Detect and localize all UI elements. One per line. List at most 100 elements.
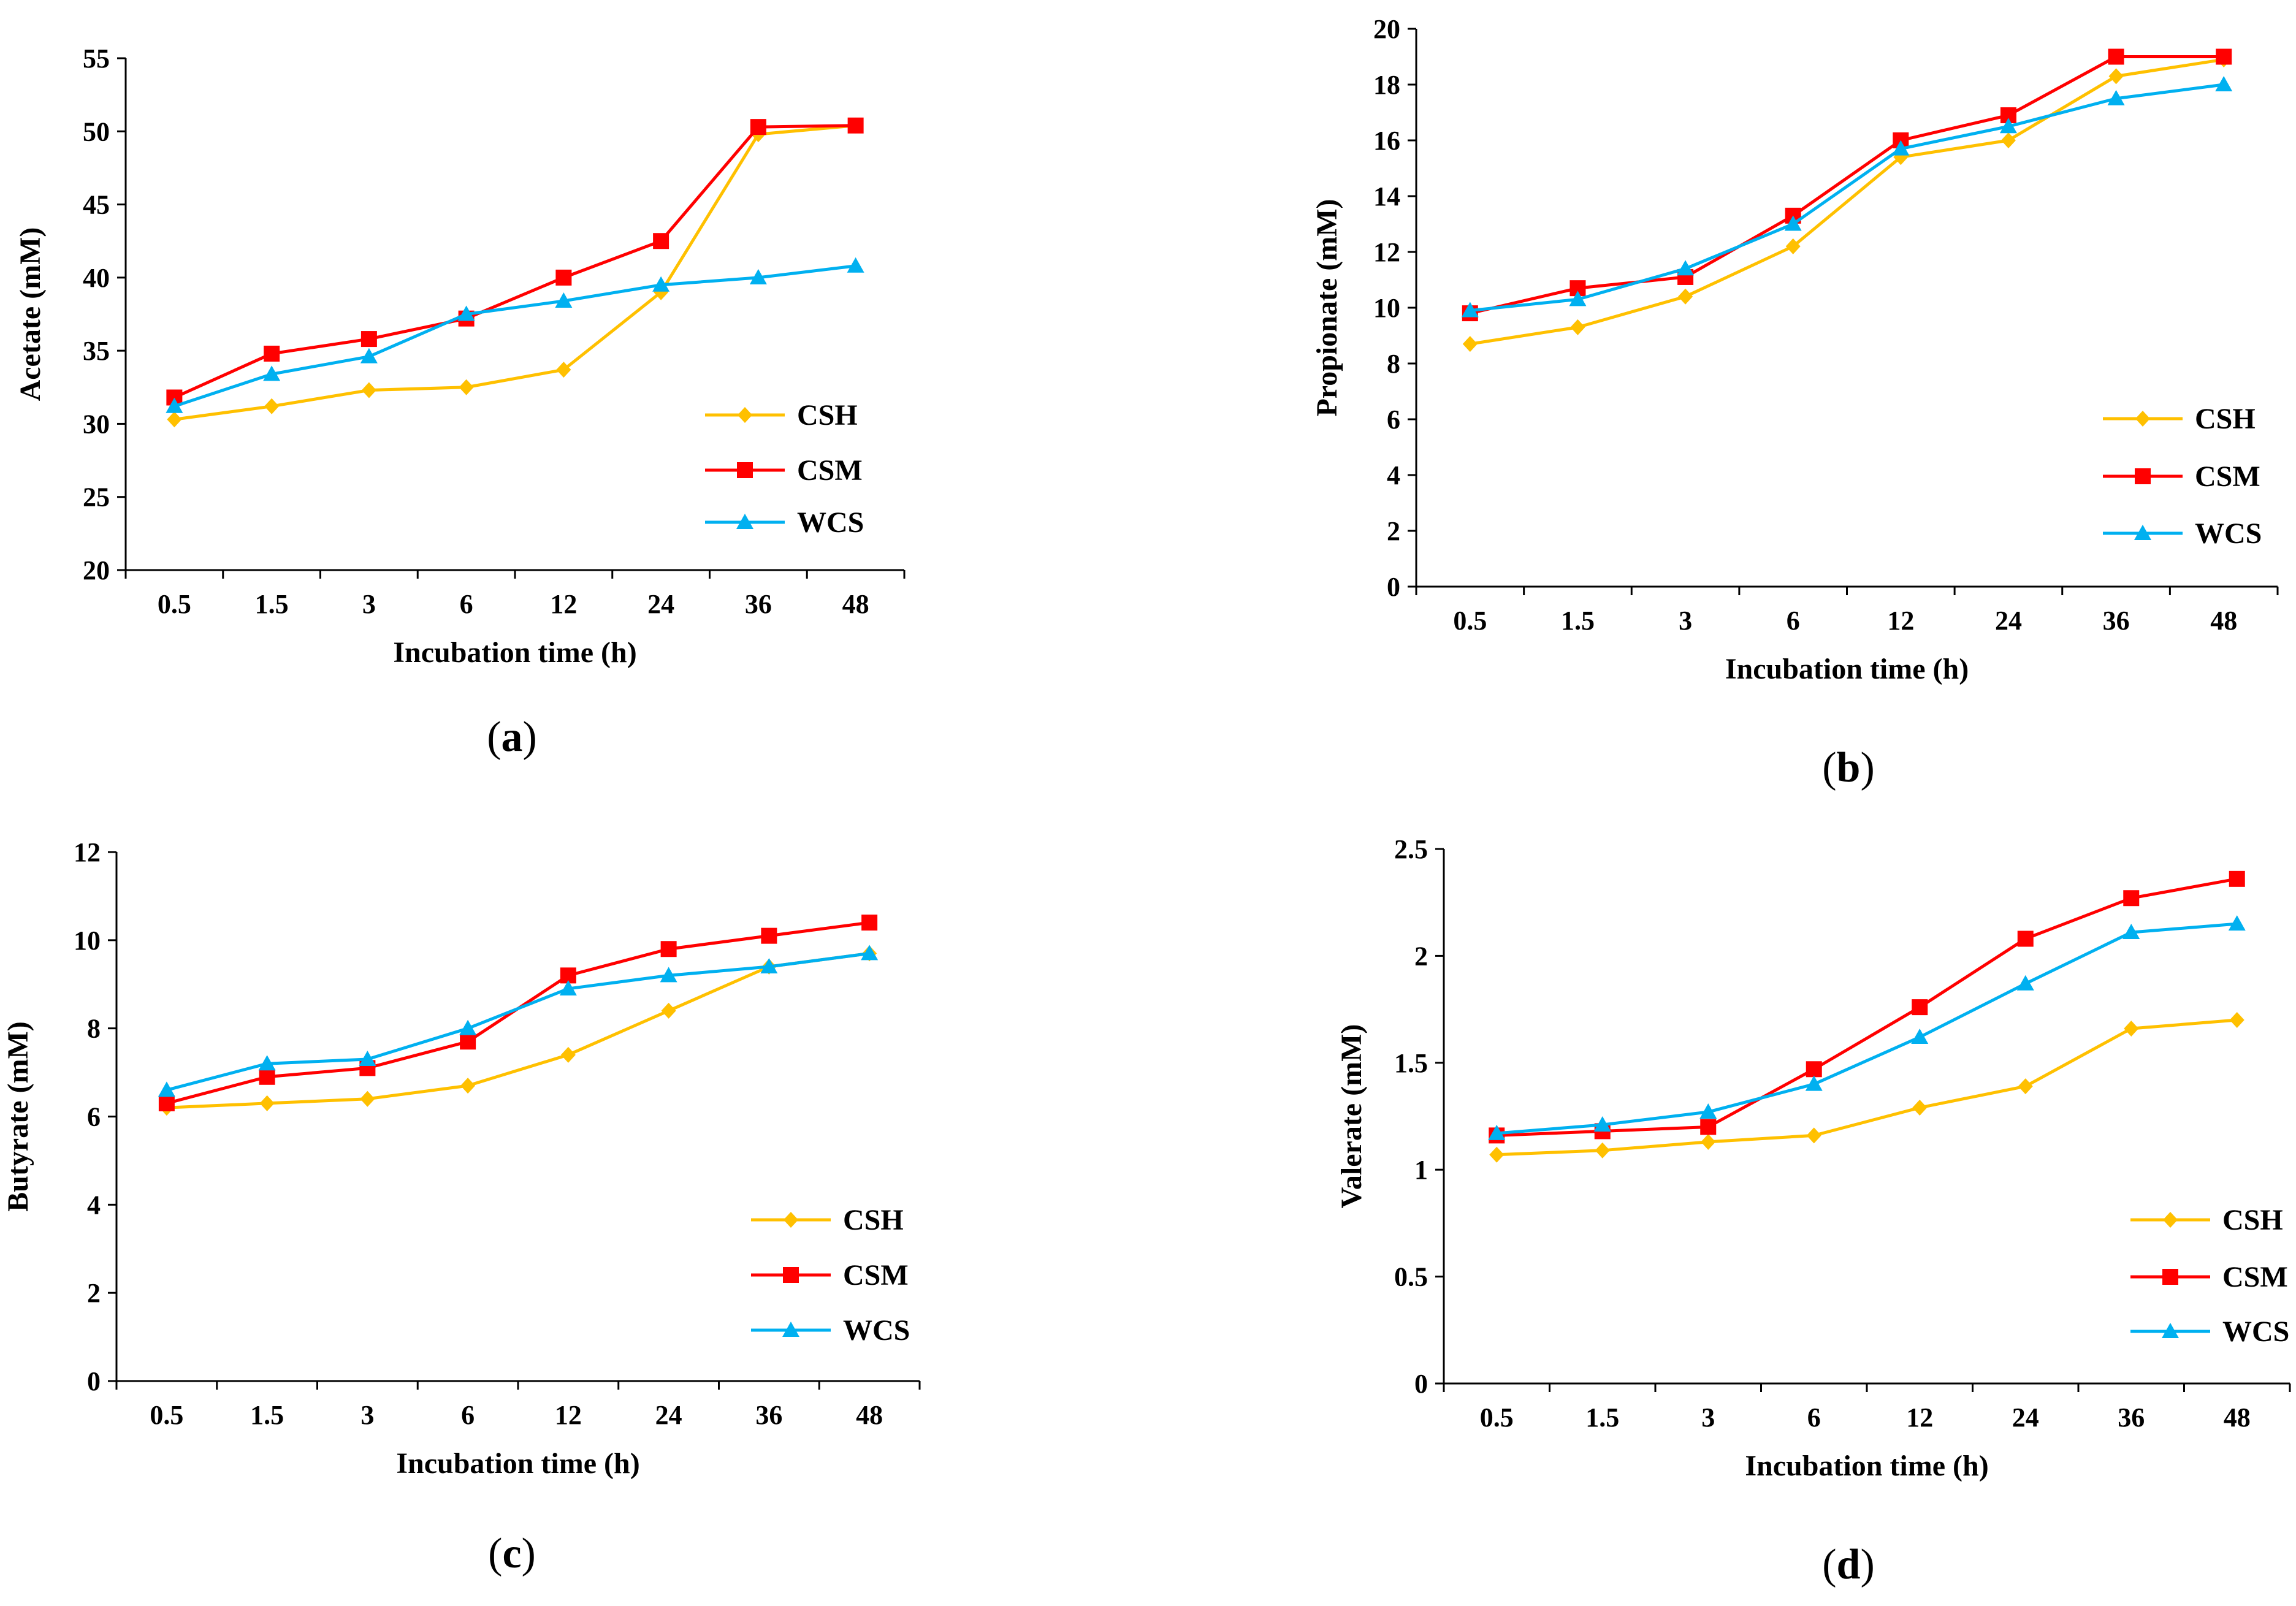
x-axis-title: Incubation time (h) (393, 636, 636, 669)
y-tick-label: 2 (1387, 516, 1400, 546)
data-point-csm (264, 345, 280, 362)
legend-label: CSM (2222, 1261, 2288, 1293)
y-tick-label: 0 (1387, 572, 1400, 602)
y-tick-label: 8 (1387, 349, 1400, 379)
data-point-csh (1912, 1100, 1928, 1116)
data-point-wcs (760, 957, 778, 973)
data-point-csh (460, 1078, 476, 1094)
data-point-wcs (359, 1051, 376, 1067)
y-tick-label: 16 (1373, 126, 1400, 156)
x-tick-label: 36 (745, 589, 772, 619)
data-point-csm (2229, 870, 2245, 887)
data-point-csm (847, 117, 864, 134)
x-axis-title: Incubation time (h) (1725, 653, 1969, 685)
y-tick-label: 18 (1373, 70, 1400, 100)
y-tick-label: 0 (87, 1366, 101, 1396)
legend-item-wcs: WCS (705, 506, 864, 539)
data-point-csm (2216, 48, 2232, 65)
legend-label: WCS (797, 506, 864, 539)
legend-marker (737, 462, 753, 478)
y-tick-label: 10 (74, 926, 101, 956)
data-point-csh (2229, 1012, 2245, 1029)
x-tick-label: 48 (2210, 606, 2237, 636)
data-point-csm (761, 927, 777, 944)
data-point-csm (2017, 930, 2034, 947)
data-point-csh (1595, 1142, 1610, 1159)
x-tick-label: 1.5 (1561, 606, 1595, 636)
data-point-csh (361, 382, 376, 398)
series-line-wcs (1470, 83, 2224, 313)
data-point-wcs (1569, 291, 1587, 306)
data-point-wcs (2228, 915, 2246, 931)
data-point-csh (560, 1046, 576, 1063)
data-point-csh (360, 1090, 375, 1107)
data-point-csh (1785, 238, 1801, 254)
x-tick-label: 3 (360, 1400, 374, 1430)
y-tick-label: 1 (1414, 1155, 1428, 1185)
legend-marker (738, 407, 752, 423)
series-wcs (1488, 915, 2246, 1140)
data-point-csm (360, 331, 377, 348)
data-point-wcs (1784, 215, 1802, 231)
data-point-csh (259, 1095, 275, 1111)
series-line-csh (1497, 1018, 2237, 1157)
series-wcs (158, 945, 879, 1097)
legend-label: WCS (843, 1314, 910, 1347)
y-axis-title: Propionate (mM) (1311, 199, 1343, 416)
x-tick-label: 6 (1807, 1402, 1821, 1433)
x-tick-label: 3 (362, 589, 376, 619)
data-point-wcs (158, 1081, 175, 1097)
x-tick-label: 24 (2012, 1402, 2039, 1433)
x-tick-label: 1.5 (1585, 1402, 1619, 1433)
data-point-csm (653, 233, 669, 249)
data-point-wcs (559, 980, 577, 995)
data-point-csm (1700, 1119, 1717, 1135)
series-csh (1462, 51, 2232, 352)
series-line-csm (174, 124, 856, 399)
x-tick-label: 12 (550, 589, 577, 619)
legend-item-csh: CSH (751, 1204, 904, 1236)
legend-item-wcs: WCS (751, 1314, 910, 1347)
data-point-wcs (749, 268, 767, 284)
data-point-csm (750, 119, 766, 135)
data-point-csh (661, 1002, 676, 1019)
y-tick-label: 6 (87, 1102, 101, 1132)
legend-item-wcs: WCS (2103, 517, 2262, 550)
data-point-csh (2018, 1078, 2033, 1095)
y-tick-label: 14 (1373, 181, 1400, 211)
panel-label: (c) (488, 1530, 536, 1577)
panel-label: (d) (1822, 1541, 1875, 1588)
legend-marker (782, 1322, 799, 1337)
series-line-csh (166, 951, 870, 1109)
data-point-csm (861, 915, 878, 931)
y-tick-label: 40 (83, 263, 110, 293)
data-point-csm (555, 269, 572, 286)
y-tick-label: 1.5 (1394, 1048, 1428, 1078)
x-tick-label: 12 (1906, 1402, 1933, 1433)
data-point-wcs (652, 276, 670, 292)
x-tick-label: 24 (647, 589, 674, 619)
data-point-wcs (1593, 1116, 1611, 1132)
x-tick-label: 12 (555, 1400, 582, 1430)
data-point-csh (2108, 68, 2124, 85)
data-point-csh (556, 362, 571, 378)
series-csm (1489, 870, 2245, 1144)
x-tick-label: 0.5 (1453, 606, 1487, 636)
y-tick-label: 2 (87, 1278, 101, 1308)
data-point-wcs (1699, 1103, 1717, 1119)
legend-marker (2134, 525, 2151, 540)
data-point-wcs (847, 257, 864, 273)
y-tick-label: 6 (1387, 405, 1400, 435)
y-tick-label: 2.5 (1394, 834, 1428, 864)
data-point-csm (2123, 890, 2140, 907)
data-point-csm (158, 1095, 175, 1111)
data-point-wcs (166, 397, 183, 413)
legend-item-csm: CSM (751, 1259, 909, 1292)
data-point-csh (1489, 1146, 1505, 1163)
x-tick-label: 24 (1995, 606, 2022, 636)
